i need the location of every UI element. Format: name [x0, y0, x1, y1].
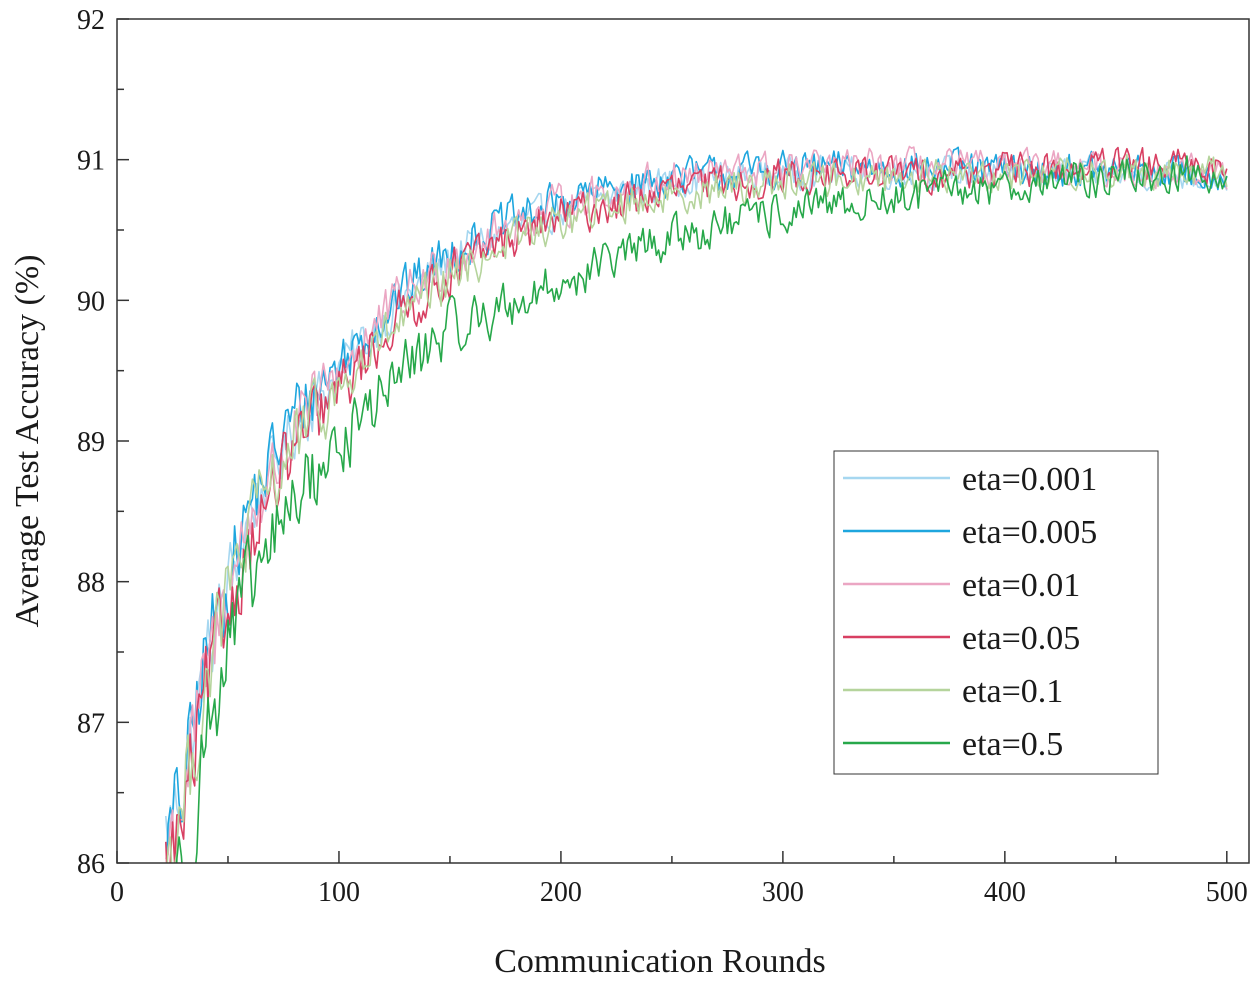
y-tick-label: 91 [77, 146, 105, 177]
legend-label: eta=0.5 [962, 726, 1063, 763]
y-tick-label: 90 [77, 286, 105, 317]
y-tick-labels: 86 87 88 89 90 91 92 [77, 5, 105, 880]
x-tick-label: 100 [318, 877, 360, 908]
series-line-eta=0.1 [166, 153, 1228, 863]
y-tick-label: 92 [77, 5, 105, 36]
axis-ticks [116, 18, 1228, 864]
series-layer [165, 145, 1228, 863]
legend-label: eta=0.005 [962, 514, 1097, 551]
legend: eta=0.001 eta=0.005 eta=0.01 eta=0.05 et… [833, 450, 1159, 775]
legend-box [833, 450, 1159, 775]
x-tick-label: 200 [540, 877, 582, 908]
y-tick-label: 88 [77, 568, 105, 599]
y-axis-title: Average Test Accuracy (%) [9, 254, 46, 627]
legend-label: eta=0.001 [962, 461, 1097, 498]
x-tick-label: 500 [1206, 877, 1248, 908]
legend-label: eta=0.01 [962, 567, 1080, 604]
legend-label: eta=0.1 [962, 673, 1063, 710]
x-tick-label: 300 [762, 877, 804, 908]
x-tick-label: 400 [984, 877, 1026, 908]
x-tick-label: 0 [110, 877, 124, 908]
y-tick-label: 89 [77, 427, 105, 458]
x-axis-title: Communication Rounds [494, 943, 826, 980]
x-tick-labels: 0 100 200 300 400 500 [110, 877, 1248, 908]
series-line-eta=0.5 [175, 155, 1228, 863]
legend-label: eta=0.05 [962, 620, 1080, 657]
y-tick-label: 86 [77, 849, 105, 880]
y-tick-label: 87 [77, 708, 105, 739]
